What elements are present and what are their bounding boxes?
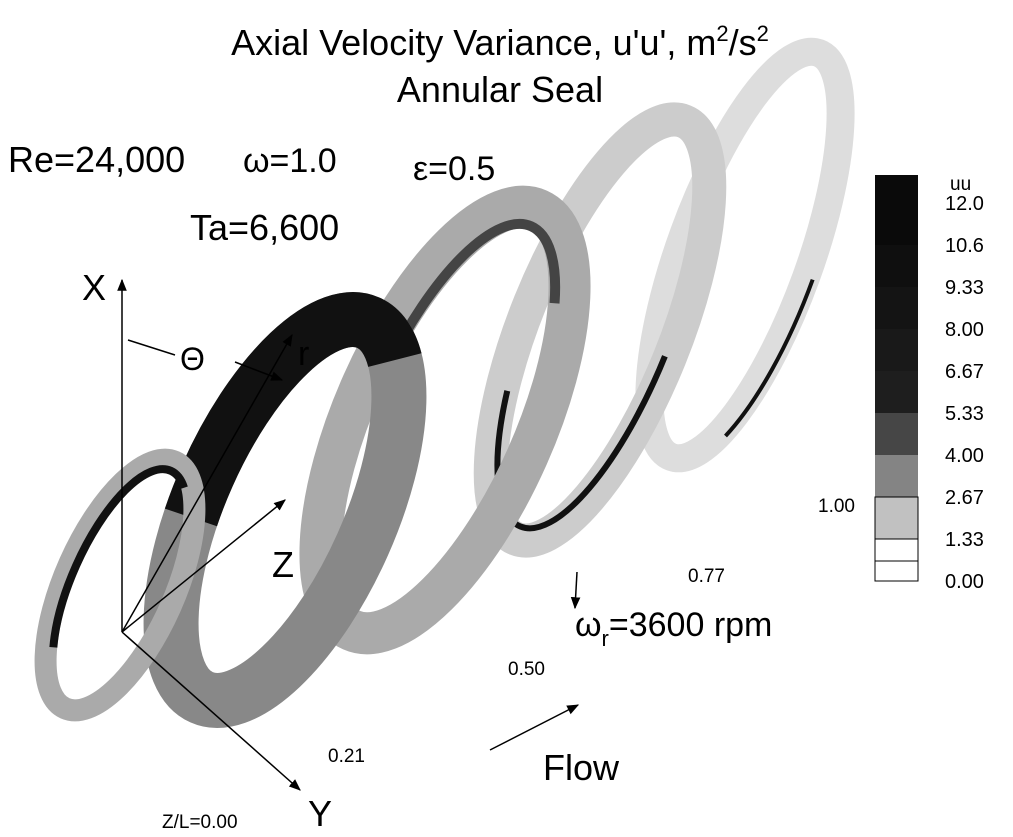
colorbar-label: 1.33 <box>945 529 984 551</box>
colorbar: 12.0 10.6 9.33 8.00 6.67 5.33 4.00 2.67 1.33 0.00 <box>874 175 984 593</box>
z-axis-label: Z <box>272 544 294 585</box>
theta-label: Θ <box>180 341 205 377</box>
r-axis-label: r <box>298 335 309 373</box>
omega: ω=1.0 <box>243 142 337 180</box>
subtitle: Annular Seal <box>397 69 603 110</box>
colorbar-bin <box>875 413 918 455</box>
reynolds: Re=24,000 <box>8 139 185 180</box>
colorbar-bin <box>875 175 918 245</box>
axes <box>117 278 581 791</box>
colorbar-label: 2.67 <box>945 487 984 509</box>
colorbar-label: 10.6 <box>945 235 984 257</box>
colorbar-bin <box>874 496 919 540</box>
colorbar-bin <box>875 455 918 497</box>
station-label: Z/L=0.00 <box>162 812 238 832</box>
colorbar-label: 12.0 <box>945 193 984 215</box>
colorbar-label: 5.33 <box>945 403 984 425</box>
colorbar-bin <box>875 371 918 413</box>
y-axis-label: Y <box>308 793 332 832</box>
colorbar-label: 8.00 <box>945 319 984 341</box>
rotation-speed: ωr=3600 rpm <box>575 606 772 651</box>
station-label: 1.00 <box>818 496 855 517</box>
title: Axial Velocity Variance, u'u', m2/s2 <box>231 21 769 63</box>
colorbar-label: 6.67 <box>945 361 984 383</box>
station-label: 0.50 <box>508 659 545 680</box>
colorbar-title: uu <box>950 174 971 195</box>
rings <box>34 37 855 728</box>
taylor: Ta=6,600 <box>190 207 339 248</box>
station-label: 0.77 <box>688 566 725 587</box>
colorbar-bin <box>875 329 918 371</box>
colorbar-label: 0.00 <box>945 571 984 593</box>
station-label: 0.21 <box>328 746 365 767</box>
colorbar-bin <box>875 245 918 287</box>
colorbar-label: 4.00 <box>945 445 984 467</box>
colorbar-bin <box>874 560 919 582</box>
colorbar-label: 9.33 <box>945 277 984 299</box>
colorbar-bin <box>875 287 918 329</box>
flow-label: Flow <box>543 747 620 788</box>
epsilon: ε=0.5 <box>413 150 495 188</box>
x-axis-label: X <box>82 267 106 308</box>
